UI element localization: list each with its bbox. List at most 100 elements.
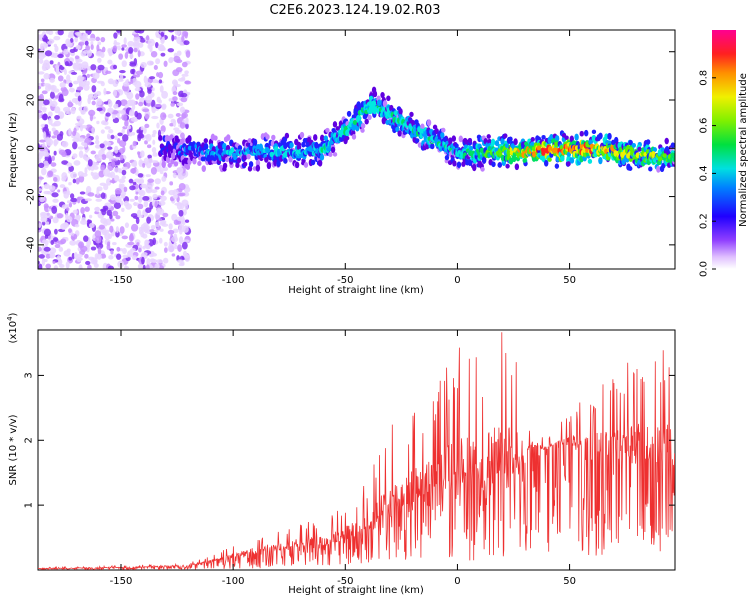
spectrogram-cell: [80, 206, 85, 215]
spectrogram-cell: [97, 57, 102, 63]
spectrogram-cell: [60, 238, 67, 244]
spectrogram-cell: [169, 181, 174, 186]
spectrogram-cell: [124, 222, 130, 228]
spectrogram-cell: [76, 256, 82, 263]
colorbar-tick-label: 0.8: [699, 70, 710, 86]
spectrogram-cell: [101, 46, 106, 53]
snr-series-line: [38, 332, 675, 570]
spectrogram-cell: [67, 34, 72, 38]
spectrogram-cell: [76, 253, 83, 258]
spectrogram-cell: [168, 223, 173, 230]
spectrogram-cell: [44, 152, 50, 157]
spectrogram-cell: [70, 197, 78, 203]
spectrogram-cell: [491, 161, 496, 168]
spectrogram-cell: [380, 91, 385, 99]
spectrogram-cell: [181, 241, 188, 250]
spectrogram-cell: [136, 112, 142, 120]
spectrogram-cell: [95, 36, 101, 42]
spectrogram-cell: [176, 102, 184, 107]
spectrogram-cell: [42, 160, 50, 169]
spectrogram-cell: [167, 229, 175, 235]
spectrogram-cell: [51, 155, 55, 162]
spectrogram-cell: [155, 34, 162, 39]
snr-scale-exp: 4: [6, 316, 14, 321]
spectrogram-cell: [45, 221, 50, 226]
spectrogram-cell: [41, 258, 46, 266]
spectrogram-cell: [161, 90, 168, 99]
spectrogram-cell: [61, 151, 67, 158]
spectrogram-cell: [544, 159, 549, 167]
spectrogram-cell: [196, 141, 201, 147]
spectrogram-cell: [157, 71, 164, 79]
snr-panel: -150 -100 -50 0 50 1 2 3 Height of straight li…: [6, 312, 676, 596]
spectrogram-cell: [92, 72, 100, 80]
spectrogram-cell: [178, 183, 186, 191]
spectrogram-cell: [133, 160, 138, 168]
spectrogram-cell: [41, 113, 48, 121]
spectrogram-cell: [178, 224, 186, 233]
spectrogram-cell: [118, 139, 127, 148]
spectrogram-cell: [54, 106, 61, 114]
spectrogram-cell: [288, 155, 293, 163]
spectrogram-cell: [145, 244, 151, 250]
spectrogram-cell: [127, 99, 134, 107]
spectrogram-cell: [172, 172, 177, 179]
colorbar-ticks: 0.0 0.2 0.4 0.6 0.8: [699, 70, 716, 277]
spectrogram-cell: [145, 133, 152, 142]
spectrogram-cell: [62, 191, 69, 195]
spectrogram-cell: [140, 150, 145, 158]
spectrogram-cell: [108, 255, 114, 260]
spectrogram-cell: [84, 40, 89, 46]
spectrogram-cell: [176, 166, 184, 175]
spectrogram-cell: [89, 222, 95, 228]
spectrogram-cell: [497, 162, 502, 168]
spectrogram-cell: [185, 164, 191, 170]
spectrogram-cell: [87, 192, 95, 197]
spectrogram-cell: [114, 187, 122, 195]
spectrogram-cell: [177, 244, 183, 252]
spectrogram-cell: [154, 178, 162, 185]
spectrogram-cell: [114, 135, 118, 141]
spectrogram-cell: [114, 103, 119, 108]
spectrogram-cell: [94, 139, 100, 145]
spectrogram-cell: [82, 33, 89, 38]
spectrogram-cell: [83, 235, 89, 242]
spectrogram-cell: [183, 40, 190, 46]
spectrogram-cell: [109, 194, 117, 201]
spectrogram-cell: [38, 162, 45, 169]
spectrogram-cell: [53, 139, 59, 145]
spectrogram-cell: [59, 131, 64, 137]
spectrogram-cell: [56, 213, 64, 219]
spectrogram-cell: [171, 213, 178, 222]
spectrogram-cell: [122, 247, 127, 255]
spectrogram-cell: [83, 142, 88, 148]
spectrogram-cell: [139, 37, 146, 43]
spectrogram-cell: [149, 76, 156, 80]
spectrogram-cell: [490, 138, 496, 146]
spectrogram-cell: [66, 162, 73, 167]
spectrogram-cell: [367, 114, 372, 121]
colorbar-tick-label: 0.4: [699, 165, 710, 181]
spectrogram-cell: [96, 120, 100, 125]
spectrogram-cell: [113, 174, 120, 182]
spectrogram-cell: [283, 157, 288, 164]
spectrogram-cell: [70, 171, 78, 179]
spectrogram-cell: [131, 103, 136, 111]
spectrogram-cell: [560, 155, 565, 162]
spectrogram-cell: [269, 151, 274, 158]
spectrogram-cell: [133, 33, 140, 38]
spectrogram-cell: [121, 47, 125, 51]
spectrogram-cell: [607, 132, 612, 140]
spectrogram-cell: [171, 34, 175, 42]
spectrogram-cell: [49, 91, 55, 99]
spectrogram-cell: [105, 178, 112, 186]
spectrogram-cell: [73, 62, 80, 69]
spectrogram-cell: [69, 48, 76, 53]
spectrogram-cell: [148, 253, 154, 258]
spectrogram-cell: [648, 166, 653, 172]
spectrogram-cell: [106, 209, 113, 216]
spectrogram-cell: [38, 222, 42, 229]
spectrogram-x-tick-label: 0: [454, 275, 460, 286]
spectrogram-cell: [38, 109, 43, 114]
spectrogram-cell: [142, 264, 146, 269]
